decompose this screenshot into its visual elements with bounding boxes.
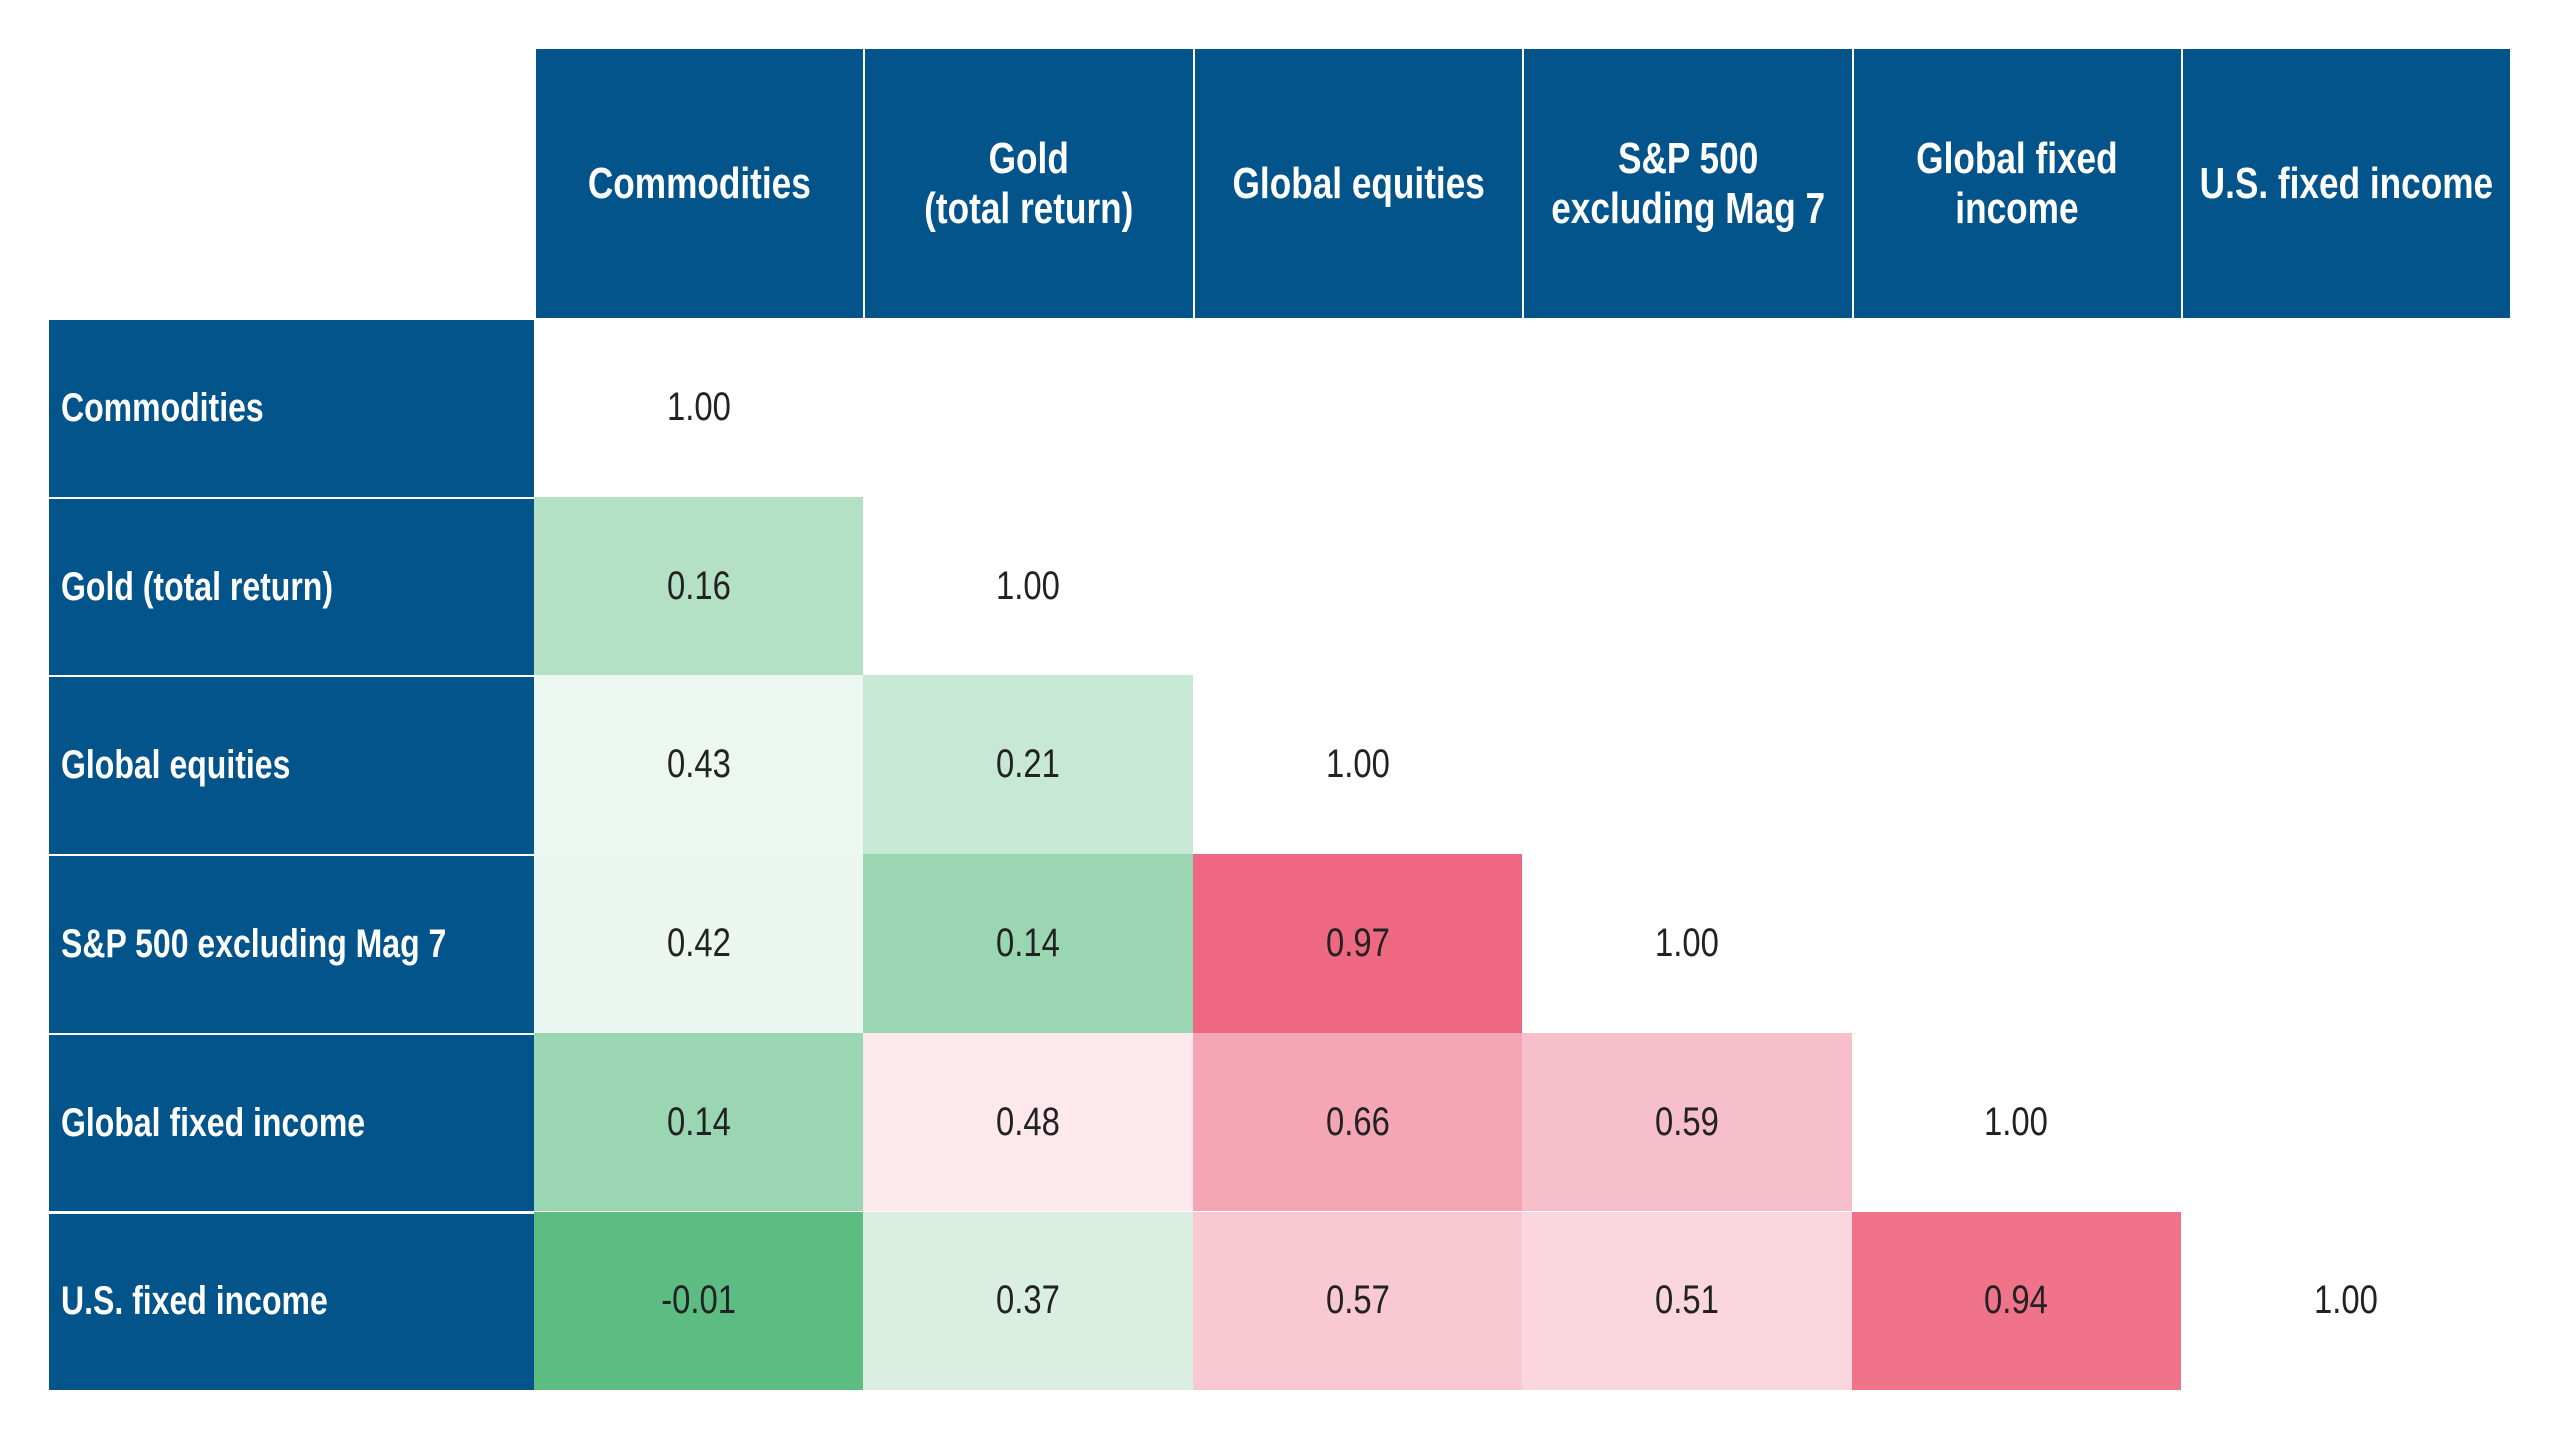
cell-label: 0.14 [666, 1099, 731, 1144]
cell-label: 0.66 [1325, 1099, 1390, 1144]
row-header: Commodities [49, 318, 534, 497]
column-header: U.S. fixed income [2181, 49, 2511, 318]
heatmap-cell: 0.94 [1851, 1211, 2181, 1391]
cell-label: 0.43 [666, 742, 731, 787]
row-header: U.S. fixed income [49, 1211, 534, 1391]
cell-label: 0.21 [996, 742, 1061, 787]
heatmap-cell: 1.00 [1851, 1032, 2181, 1212]
row-header-text: Global fixed income [61, 1100, 366, 1145]
cell-label: 1.00 [1325, 742, 1390, 787]
cell-label: 0.48 [996, 1099, 1061, 1144]
column-header-text: U.S. fixed income [2199, 158, 2494, 208]
cell-label: 1.00 [1654, 920, 1719, 965]
row-header-text: Gold (total return) [61, 564, 333, 609]
heatmap-cell: 1.00 [534, 318, 864, 497]
cell-label: 1.00 [996, 563, 1061, 608]
column-header-text: Global equities [1232, 158, 1485, 208]
row-header-text: U.S. fixed income [61, 1279, 328, 1324]
column-header: Global fixed income [1851, 49, 2181, 318]
cell-label: 0.94 [1984, 1278, 2049, 1323]
heatmap-cell: 0.57 [1192, 1211, 1523, 1391]
cell-label: 0.42 [666, 920, 731, 965]
column-header-text: Gold (total return) [924, 133, 1134, 233]
column-header: Global equities [1192, 49, 1523, 318]
cell-label: 0.59 [1654, 1099, 1719, 1144]
row-header: Gold (total return) [49, 496, 534, 676]
cell-label: 0.97 [1325, 920, 1390, 965]
heatmap-cell: 0.43 [534, 675, 864, 855]
heatmap-cell: 0.97 [1192, 854, 1523, 1033]
heatmap-cell: 1.00 [1522, 854, 1852, 1033]
cell-label: 0.14 [996, 920, 1061, 965]
cell-label: -0.01 [661, 1278, 737, 1323]
column-header: S&P 500 excluding Mag 7 [1522, 49, 1852, 318]
cell-label: 1.00 [666, 384, 731, 429]
cell-label: 0.37 [996, 1278, 1061, 1323]
cell-label: 0.51 [1654, 1278, 1719, 1323]
heatmap-cell: 0.51 [1522, 1211, 1852, 1391]
heatmap-cell: 0.59 [1522, 1032, 1852, 1212]
column-header-text: Global fixed income [1916, 133, 2119, 233]
column-header: Commodities [534, 49, 864, 318]
column-header-text: Commodities [588, 158, 812, 208]
heatmap-cell: 0.66 [1192, 1032, 1523, 1212]
column-header: Gold (total return) [863, 49, 1193, 318]
row-header-text: Commodities [61, 385, 264, 430]
cell-label: 1.00 [2313, 1278, 2378, 1323]
heatmap-cell: 1.00 [1192, 675, 1523, 855]
heatmap-cell: 0.16 [534, 496, 864, 676]
cell-label: 0.57 [1325, 1278, 1390, 1323]
heatmap-cell: 1.00 [863, 496, 1193, 676]
heatmap-cell: -0.01 [534, 1211, 864, 1391]
heatmap-cell: 0.21 [863, 675, 1193, 855]
heatmap-cell: 0.42 [534, 854, 864, 1033]
row-header: Global equities [49, 675, 534, 855]
heatmap-cell: 0.48 [863, 1032, 1193, 1212]
row-header-text: S&P 500 excluding Mag 7 [61, 921, 447, 966]
column-header-text: S&P 500 excluding Mag 7 [1550, 133, 1825, 233]
heatmap-cell: 0.37 [863, 1211, 1193, 1391]
row-header: Global fixed income [49, 1032, 534, 1212]
cell-label: 0.16 [666, 563, 731, 608]
heatmap-cell: 0.14 [534, 1032, 864, 1212]
heatmap-cell: 0.14 [863, 854, 1193, 1033]
row-header-text: Global equities [61, 743, 291, 788]
heatmap-cell: 1.00 [2181, 1211, 2511, 1391]
cell-label: 1.00 [1984, 1099, 2049, 1144]
row-header: S&P 500 excluding Mag 7 [49, 854, 534, 1033]
